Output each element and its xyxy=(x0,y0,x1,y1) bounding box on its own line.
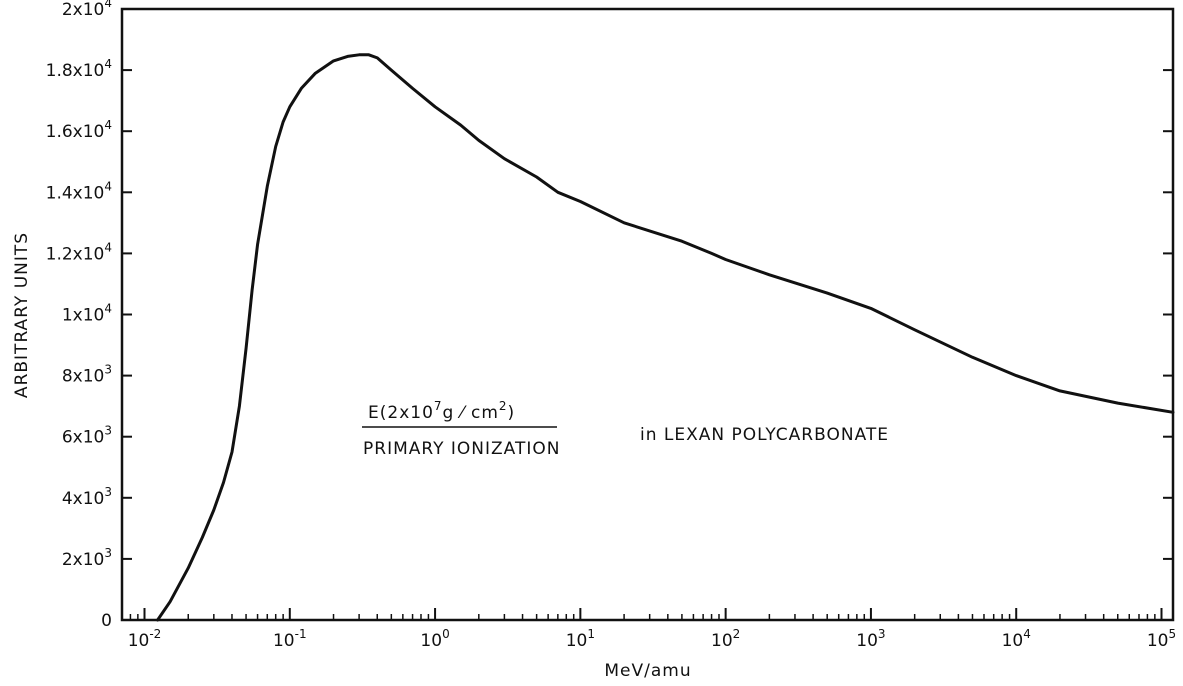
y-tick-label-exp: 4 xyxy=(104,57,112,71)
y-tick-label: 4x103 xyxy=(62,485,112,509)
y-tick-label-base: 1.6x10 xyxy=(46,122,105,142)
y-tick-label-base: 4x10 xyxy=(62,489,105,509)
annotation-material: in LEXAN POLYCARBONATE xyxy=(640,425,889,445)
y-tick-label-exp: 3 xyxy=(104,546,112,560)
y-tick-label: 6x103 xyxy=(62,424,112,448)
series-line xyxy=(156,53,1175,622)
annotation-numerator-prefix: E(2x10 xyxy=(368,403,434,423)
y-tick-label-base: 8x10 xyxy=(62,367,105,387)
y-tick-label-base: 2x10 xyxy=(62,550,105,570)
x-axis: 10-2 10-1 100 101 102 103 104 105 xyxy=(128,608,1176,651)
y-tick-label-base: 1.8x10 xyxy=(46,61,105,81)
x-tick-label-exp: 5 xyxy=(1168,627,1176,641)
y-tick-label-exp: 4 xyxy=(104,118,112,132)
y-axis-title: ARBITRARY UNITS xyxy=(12,232,32,398)
y-tick-label: 8x103 xyxy=(62,363,112,387)
x-tick-label-exp: 0 xyxy=(442,627,450,641)
x-tick-label-exp: 1 xyxy=(587,627,595,641)
annotation-numerator-mid: g ⁄ cm xyxy=(443,403,499,423)
x-tick-label: 101 xyxy=(566,627,595,651)
y-tick-label-exp: 4 xyxy=(104,179,112,193)
y-tick-label: 1.6x104 xyxy=(46,118,112,142)
y-tick-label-exp: 3 xyxy=(104,363,112,377)
y-tick-label-exp: 4 xyxy=(104,240,112,254)
annotation-numerator-exp2: 2 xyxy=(499,399,508,413)
x-tick-label-exp: 2 xyxy=(733,627,741,641)
x-tick-label: 100 xyxy=(420,627,449,651)
y-tick-label-base: 2x10 xyxy=(62,0,105,20)
plot-frame xyxy=(120,7,1175,622)
y-tick-label: 1.2x104 xyxy=(46,240,112,264)
y-tick-label-base: 6x10 xyxy=(62,428,105,448)
x-tick-label-base: 10 xyxy=(273,631,295,651)
x-tick-label: 102 xyxy=(711,627,740,651)
annotation: E(2x107g ⁄ cm2) PRIMARY IONIZATION in LE… xyxy=(362,399,889,459)
annotation-numerator-exp: 7 xyxy=(434,399,443,413)
y-tick-label-base: 1.2x10 xyxy=(46,244,105,264)
y-tick-label-exp: 4 xyxy=(104,0,112,10)
x-tick-label-base: 10 xyxy=(128,631,150,651)
x-tick-label: 10-2 xyxy=(128,627,162,651)
y-tick-label: 1x104 xyxy=(62,302,112,326)
x-tick-label-base: 10 xyxy=(420,631,442,651)
x-tick-label: 10-1 xyxy=(273,627,307,651)
x-tick-label-exp: 4 xyxy=(1023,627,1031,641)
x-tick-label-base: 10 xyxy=(856,631,878,651)
annotation-numerator-suffix: ) xyxy=(508,403,516,423)
y-tick-label: 0 xyxy=(101,611,112,631)
annotation-numerator: E(2x107g ⁄ cm2) xyxy=(368,399,515,423)
x-tick-label-exp: -1 xyxy=(295,627,307,641)
y-tick-label-base: 1.4x10 xyxy=(46,183,105,203)
y-tick-label-base: 0 xyxy=(101,611,112,631)
x-axis-title: MeV/amu xyxy=(604,661,691,681)
x-tick-label-base: 10 xyxy=(711,631,733,651)
x-tick-label: 103 xyxy=(856,627,885,651)
x-tick-label: 105 xyxy=(1147,627,1176,651)
y-tick-label-exp: 3 xyxy=(104,424,112,438)
y-tick-label: 1.8x104 xyxy=(46,57,112,81)
x-tick-label-base: 10 xyxy=(1147,631,1169,651)
y-tick-label: 1.4x104 xyxy=(46,179,112,203)
annotation-denominator: PRIMARY IONIZATION xyxy=(363,439,560,459)
x-tick-label-base: 10 xyxy=(1002,631,1024,651)
y-axis: 02x1034x1036x1038x1031x1041.2x1041.4x104… xyxy=(46,0,1173,631)
y-tick-label-exp: 3 xyxy=(104,485,112,499)
y-tick-label: 2x104 xyxy=(62,0,112,20)
y-tick-label-exp: 4 xyxy=(104,302,112,316)
x-tick-label: 104 xyxy=(1002,627,1031,651)
x-tick-label-exp: -2 xyxy=(149,627,161,641)
y-tick-label: 2x103 xyxy=(62,546,112,570)
y-tick-label-base: 1x10 xyxy=(62,306,105,326)
x-tick-label-exp: 3 xyxy=(878,627,886,641)
x-tick-label-base: 10 xyxy=(566,631,588,651)
